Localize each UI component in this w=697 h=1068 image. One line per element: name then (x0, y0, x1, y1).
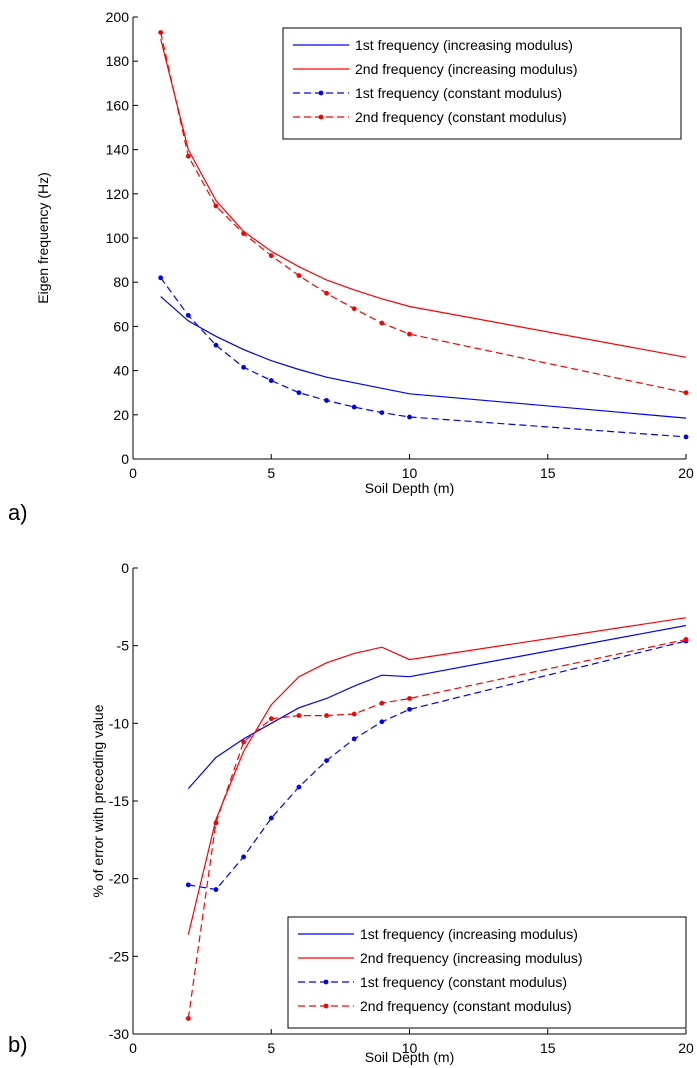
legend-marker (318, 114, 324, 120)
data-point (351, 711, 357, 717)
y-tick-label: 100 (106, 230, 130, 246)
x-tick-label: 10 (402, 1040, 418, 1056)
data-point (268, 815, 274, 821)
data-point (351, 306, 357, 312)
x-tick-label: 15 (540, 465, 556, 481)
x-tick-label: 10 (402, 465, 418, 481)
data-point (296, 713, 302, 718)
y-tick-label: 80 (113, 274, 129, 290)
legend-label: 1st frequency (increasing modulus) (355, 37, 573, 53)
chart-panel-a: 0 5 10 15 20020406080100120140160180200Soil … (8, 9, 694, 525)
y-tick-label: -30 (109, 1026, 129, 1042)
data-point (379, 719, 385, 725)
data-point (185, 312, 191, 318)
y-tick-label: 40 (113, 363, 129, 379)
y-axis-label: % of error with preceding value (90, 704, 106, 897)
data-point (324, 713, 329, 718)
data-point (185, 153, 191, 159)
data-point (241, 854, 247, 860)
y-tick-label: -5 (117, 638, 130, 654)
x-axis-label: Soil Depth (m) (365, 480, 454, 496)
legend-marker (318, 90, 324, 96)
legend-label: 2nd frequency (constant modulus) (355, 109, 567, 125)
y-tick-label: 20 (113, 407, 129, 423)
data-point (241, 231, 247, 236)
data-point (158, 275, 164, 281)
data-point (185, 882, 191, 888)
data-point (268, 378, 274, 383)
x-tick-label: 15 (540, 1040, 556, 1056)
x-tick-label: 5 (267, 1040, 275, 1056)
y-tick-label: 160 (106, 97, 130, 113)
data-point (379, 410, 385, 415)
data-point (351, 736, 357, 742)
legend-label: 2nd frequency (constant modulus) (360, 998, 572, 1014)
data-point (296, 784, 302, 790)
data-point (185, 1016, 191, 1021)
data-point (324, 758, 329, 764)
y-tick-label: -25 (109, 948, 129, 964)
y-tick-label: 120 (106, 186, 130, 202)
data-point (213, 342, 219, 348)
data-point (683, 390, 689, 396)
data-point (407, 706, 412, 712)
data-point (379, 700, 385, 706)
data-point (407, 414, 412, 420)
x-tick-label: 0 (129, 465, 137, 481)
legend-marker (323, 1003, 329, 1009)
x-tick-label: 20 (678, 1040, 694, 1056)
legend-label: 2nd frequency (increasing modulus) (360, 950, 583, 966)
data-point (241, 739, 247, 745)
data-point (683, 637, 689, 642)
data-point (296, 390, 302, 396)
data-point (241, 364, 247, 370)
data-point (407, 696, 412, 701)
y-tick-label: 60 (113, 318, 129, 334)
y-tick-label: -15 (109, 793, 129, 809)
panel-label: b) (8, 1032, 28, 1057)
panel-label: a) (8, 500, 28, 525)
series-line-2 (187, 617, 687, 935)
data-point (324, 290, 329, 296)
x-tick-label: 0 (129, 1040, 137, 1056)
data-point (158, 30, 164, 35)
data-point (268, 253, 274, 259)
x-tick-label: 20 (678, 465, 694, 481)
legend-label: 1st frequency (increasing modulus) (360, 926, 578, 942)
data-point (683, 434, 689, 440)
data-point (213, 887, 219, 892)
y-tick-label: 180 (106, 53, 130, 69)
chart-panel-b: 0 5 10 15 20 -30 -25 -20 -15 -10 -5 0 Soil Depth (m)… (8, 560, 694, 1065)
x-tick-label: 5 (267, 465, 275, 481)
data-point (268, 716, 274, 722)
y-axis-label: Eigen frequency (Hz) (35, 172, 51, 304)
series-line-1 (160, 296, 687, 419)
series-line-4 (187, 638, 687, 1019)
legend-box (282, 27, 682, 140)
data-point (379, 320, 385, 326)
data-point (351, 404, 357, 410)
data-point (213, 820, 219, 826)
series-line-1 (187, 624, 687, 789)
data-point (407, 331, 412, 337)
data-point (213, 203, 219, 209)
data-point (324, 398, 329, 403)
y-tick-label: -10 (109, 715, 129, 731)
legend-label: 1st frequency (constant modulus) (360, 974, 567, 990)
legend-label: 2nd frequency (increasing modulus) (355, 61, 578, 77)
y-tick-label: 140 (106, 142, 130, 158)
series-line-3 (160, 277, 687, 438)
y-tick-label: 0 (121, 560, 129, 576)
series-line-3 (188, 640, 687, 891)
y-tick-label: 200 (106, 9, 130, 25)
legend-marker (323, 979, 329, 985)
legend-box (287, 916, 687, 1029)
x-axis-label: Soil Depth (m) (365, 1049, 454, 1065)
series-line-2 (160, 38, 687, 358)
y-tick-label: -20 (109, 871, 129, 887)
y-tick-label: 0 (121, 451, 129, 467)
legend-label: 1st frequency (constant modulus) (355, 85, 562, 101)
data-point (296, 273, 302, 278)
